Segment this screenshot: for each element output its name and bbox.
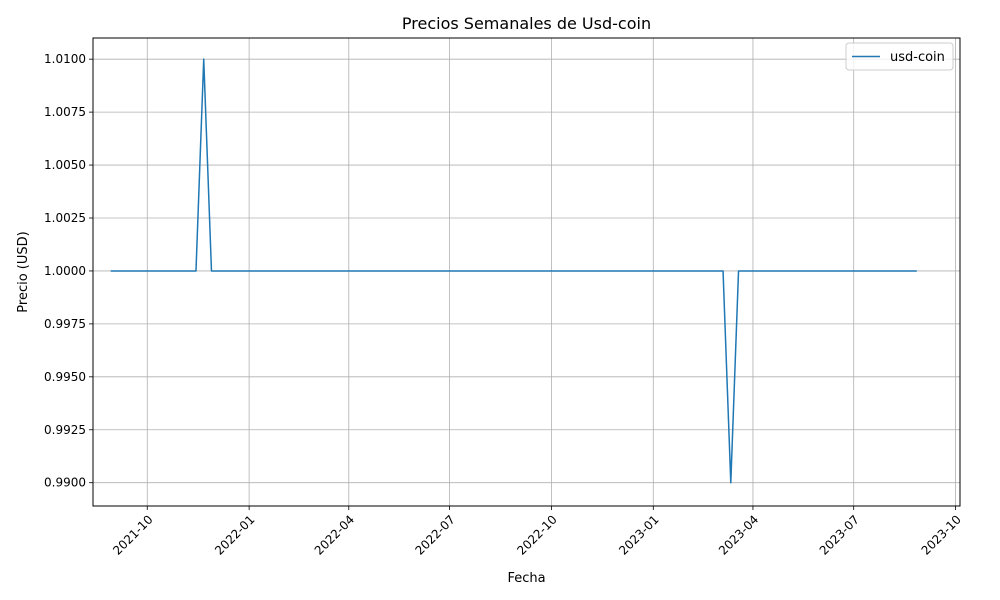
x-tick-label: 2022-01 [212,512,257,557]
x-tick-label: 2021-10 [110,512,155,557]
chart-title: Precios Semanales de Usd-coin [402,14,651,33]
series-line [110,58,917,484]
plot-frame [92,37,961,507]
y-tick-label: 1.0025 [44,211,86,225]
y-tick-label: 0.9900 [44,476,86,490]
y-tick-label: 1.0075 [44,105,86,119]
y-tick-label: 1.0000 [44,264,86,278]
x-tick-label: 2023-01 [616,512,661,557]
y-axis-ticks: 0.9900 0.9925 0.9950 0.9975 1.0000 1.0025 1.00… [44,52,93,490]
y-tick-label: 0.9950 [44,370,86,384]
x-tick-label: 2022-07 [413,512,458,557]
x-tick-label: 2023-04 [716,512,761,557]
x-tick-label: 2022-04 [312,512,357,557]
series-layer [110,58,917,484]
legend-label: usd-coin [890,50,945,65]
x-tick-label: 2023-10 [919,512,964,557]
grid [93,38,960,506]
legend-box [845,42,954,71]
x-tick-label: 2023-07 [817,512,862,557]
y-tick-label: 0.9925 [44,423,86,437]
x-axis-ticks: 2021-10 2022-01 2022-04 2022-07 2022-10 2023-… [110,506,964,558]
y-tick-label: 0.9975 [44,317,86,331]
legend: usd-coin [845,42,954,71]
y-tick-label: 1.0100 [44,52,86,66]
y-tick-label: 1.0050 [44,158,86,172]
y-axis-title: Precio (USD) [16,231,31,312]
x-tick-label: 2022-10 [514,512,559,557]
x-axis-title: Fecha [507,571,545,586]
